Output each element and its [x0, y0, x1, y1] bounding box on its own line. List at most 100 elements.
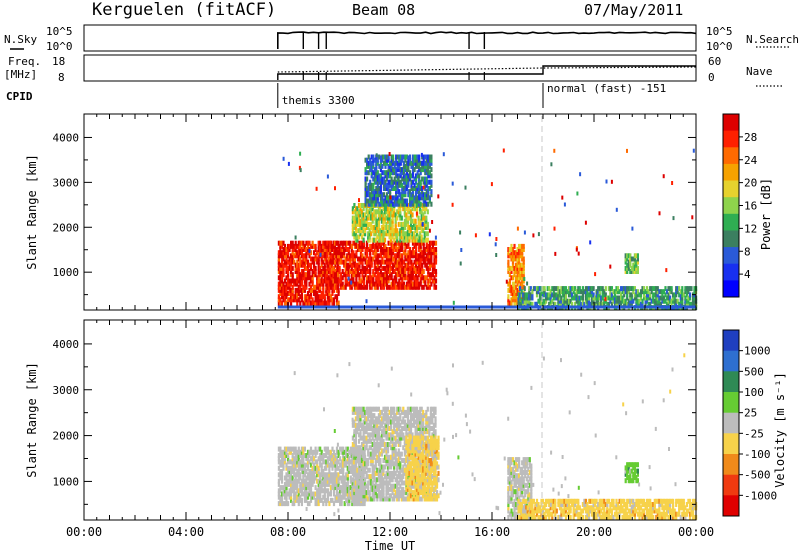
heatmap-cell — [396, 406, 399, 412]
heatmap-cell — [373, 493, 376, 499]
heatmap-cell — [390, 221, 393, 227]
heatmap-cell — [367, 234, 370, 240]
heatmap-cell — [279, 497, 282, 503]
heatmap-cell — [385, 432, 388, 438]
heatmap-cell — [353, 451, 356, 457]
heatmap-cell — [326, 459, 329, 465]
heatmap-cell — [334, 262, 337, 268]
date-title: 07/May/2011 — [584, 1, 683, 19]
heatmap-cell — [366, 259, 369, 265]
heatmap-cell — [335, 488, 339, 494]
heatmap-cell — [369, 262, 372, 268]
heatmap-cell — [422, 215, 425, 221]
heatmap-cell — [394, 451, 397, 457]
heatmap-cell — [385, 480, 388, 486]
heatmap-cell — [613, 295, 617, 301]
heatmap-cell — [406, 406, 409, 412]
heatmap-cell — [329, 259, 332, 265]
heatmap-cell — [379, 215, 382, 221]
heatmap-cell — [396, 493, 399, 499]
cpid-label: CPID — [6, 90, 33, 103]
heatmap-cell — [403, 206, 406, 212]
heatmap-cell — [513, 243, 516, 249]
heatmap-cell — [332, 491, 336, 497]
heatmap-cell — [405, 275, 408, 281]
heatmap-cell — [661, 295, 664, 301]
heatmap-cell — [353, 240, 356, 246]
heatmap-cell — [545, 298, 548, 304]
freq-right-tick-bottom: 0 — [708, 71, 715, 84]
heatmap-cell — [326, 491, 329, 497]
heatmap-cell — [408, 419, 411, 425]
heatmap-cell — [601, 301, 604, 307]
heatmap-cell — [368, 467, 371, 473]
heatmap-cell — [360, 464, 364, 470]
heatmap-cell — [386, 212, 390, 218]
heatmap-cell — [516, 262, 519, 268]
heatmap-cell — [413, 234, 416, 240]
heatmap-cell — [372, 189, 375, 195]
heatmap-cell — [653, 286, 656, 292]
heatmap-cell — [287, 161, 290, 166]
heatmap-cell — [322, 250, 325, 256]
heatmap-cell — [408, 198, 412, 204]
heatmap-cell — [362, 467, 365, 473]
heatmap-cell — [394, 448, 397, 454]
heatmap-cell — [326, 478, 329, 484]
heatmap-cell — [285, 287, 288, 293]
heatmap-cell — [372, 272, 375, 278]
heatmap-cell — [416, 253, 419, 259]
heatmap-cell — [316, 501, 319, 507]
heatmap-cell — [314, 291, 317, 296]
heatmap-cell — [396, 262, 399, 268]
heatmap-cell — [410, 173, 413, 179]
heatmap-cell — [399, 253, 402, 259]
heatmap-cell — [598, 286, 601, 292]
heatmap-cell — [353, 284, 356, 290]
heatmap-cell — [319, 284, 322, 290]
heatmap-cell — [403, 225, 406, 230]
heatmap-cell — [393, 486, 396, 492]
heatmap-cell — [425, 189, 428, 195]
heatmap-cell — [373, 406, 376, 412]
heatmap-cell — [405, 284, 408, 290]
heatmap-cell — [400, 480, 403, 486]
heatmap-cell — [413, 253, 416, 259]
heatmap-cell — [303, 272, 306, 278]
heatmap-cell — [306, 250, 310, 256]
heatmap-cell — [391, 228, 394, 234]
heatmap-cell — [332, 256, 335, 262]
heatmap-cell — [394, 483, 397, 489]
heatmap-cell — [410, 253, 413, 259]
heatmap-cell — [325, 449, 328, 455]
heatmap-cell — [353, 225, 356, 230]
heatmap-cell — [367, 186, 370, 191]
heatmap-cell — [402, 445, 405, 451]
heatmap-cell — [419, 243, 422, 249]
heatmap-cell — [320, 300, 323, 306]
heatmap-cell — [373, 157, 376, 163]
heatmap-cell — [568, 289, 571, 295]
heatmap-cell — [413, 422, 416, 428]
heatmap-cell — [415, 157, 418, 163]
heatmap-cell — [407, 256, 410, 262]
heatmap-cell — [325, 488, 328, 494]
heatmap-cell — [521, 272, 524, 278]
heatmap-cell — [381, 247, 384, 252]
heatmap-cell — [373, 173, 376, 179]
heatmap-cell — [320, 481, 323, 487]
heatmap-cell — [390, 464, 393, 470]
heatmap-cell — [390, 406, 393, 412]
heatmap-cell — [402, 173, 405, 179]
heatmap-cell — [299, 240, 302, 246]
heatmap-cell — [597, 298, 600, 304]
heatmap-cell — [311, 275, 314, 281]
heatmap-cell — [277, 446, 280, 452]
heatmap-cell — [339, 485, 342, 491]
heatmap-cell — [410, 275, 413, 281]
heatmap-cell — [394, 212, 397, 218]
heatmap-cell — [600, 295, 603, 301]
heatmap-cell — [431, 243, 434, 249]
heatmap-cell — [322, 247, 325, 252]
heatmap-cell — [357, 467, 361, 473]
